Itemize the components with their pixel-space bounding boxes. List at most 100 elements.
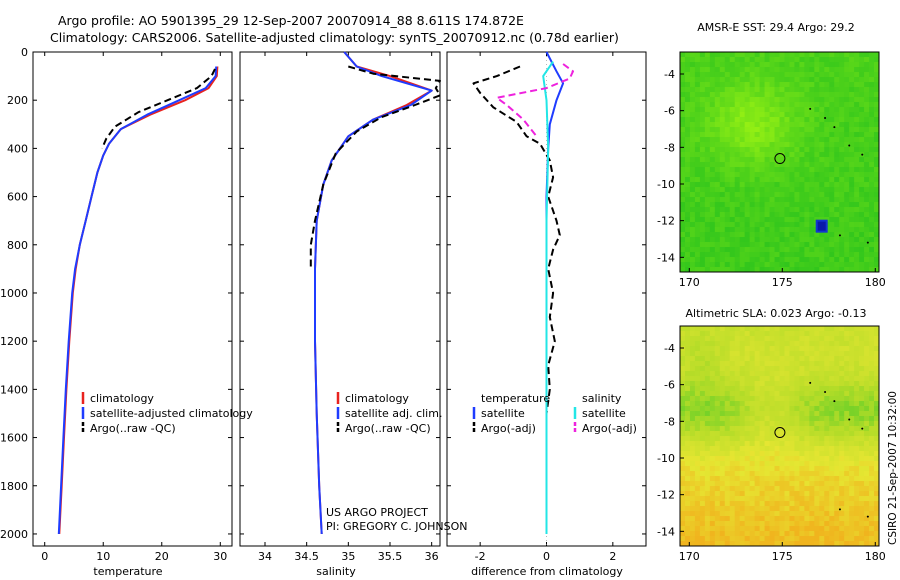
map-cell	[829, 326, 835, 332]
map-cell	[814, 117, 820, 123]
map-cell	[789, 536, 795, 542]
map-cell	[819, 72, 825, 78]
map-cell	[799, 481, 805, 487]
map-cell	[759, 252, 765, 258]
map-cell	[719, 247, 726, 253]
map-cell	[699, 326, 706, 332]
map-cell	[794, 207, 800, 213]
map-cell	[684, 127, 691, 133]
map-cell	[724, 491, 731, 497]
map-cell	[769, 112, 775, 118]
map-cell	[729, 356, 736, 362]
map-cell	[844, 326, 850, 332]
map-cell	[709, 381, 716, 387]
map-cell	[819, 137, 825, 143]
map-cell	[704, 82, 711, 88]
map-cell	[774, 516, 780, 522]
map-cell	[689, 401, 696, 407]
map-cell	[754, 227, 761, 233]
map-cell	[759, 381, 765, 387]
map-cell	[789, 421, 795, 427]
map-cell	[874, 441, 880, 447]
map-cell	[719, 207, 726, 213]
map-cell	[779, 257, 785, 263]
map-cell	[874, 237, 880, 243]
map-cell	[680, 257, 686, 263]
map-cell	[764, 212, 770, 218]
map-cell	[874, 416, 880, 422]
map-cell	[680, 476, 686, 482]
map-cell	[719, 252, 726, 258]
map-cell	[769, 436, 775, 442]
map-cell	[729, 197, 736, 203]
map-cell	[704, 461, 711, 467]
header-line2: Climatology: CARS2006. Satellite-adjuste…	[50, 30, 619, 45]
map-cell	[774, 162, 780, 168]
map-cell	[824, 87, 830, 93]
map-cell	[709, 391, 716, 397]
map-cell	[734, 361, 741, 367]
map-cell	[789, 471, 795, 477]
y-tick-label: 800	[7, 239, 28, 252]
map-cell	[739, 396, 746, 402]
map-cell	[819, 122, 825, 128]
map-cell	[680, 531, 686, 537]
map-cell	[759, 192, 765, 198]
map-cell	[809, 451, 815, 457]
map-cell	[734, 92, 741, 98]
map-cell	[729, 262, 736, 268]
map-cell	[814, 351, 820, 357]
map-cell	[869, 421, 875, 427]
map-cell	[799, 182, 805, 188]
map-cell	[689, 202, 696, 208]
map-cell	[729, 476, 736, 482]
map-cell	[719, 406, 726, 412]
map-cell	[839, 356, 845, 362]
map-cell	[719, 486, 726, 492]
map-cell	[680, 127, 686, 133]
map-cell	[804, 122, 810, 128]
map-cell	[774, 491, 780, 497]
map-cell	[769, 242, 775, 248]
map-cell	[859, 192, 865, 198]
map-cell	[859, 202, 865, 208]
map-cell	[704, 187, 711, 193]
map-cell	[689, 247, 696, 253]
map-cell	[784, 511, 790, 517]
map-cell	[779, 426, 785, 432]
map-cell	[829, 351, 835, 357]
map-cell	[719, 346, 726, 352]
map-cell	[814, 267, 820, 273]
map-cell	[864, 451, 870, 457]
map-cell	[829, 451, 835, 457]
map-cell	[719, 142, 726, 148]
map-cell	[784, 62, 790, 68]
map-cell	[739, 207, 746, 213]
map-cell	[684, 237, 691, 243]
map-cell	[794, 117, 800, 123]
map-cell	[739, 491, 746, 497]
map-cell	[824, 127, 830, 133]
map-cell	[769, 471, 775, 477]
map-cell	[709, 242, 716, 248]
map-cell	[689, 391, 696, 397]
map-cell	[734, 331, 741, 337]
map-cell	[804, 152, 810, 158]
map-cell	[684, 491, 691, 497]
map-cell	[714, 182, 721, 188]
map-cell	[714, 351, 721, 357]
map-cell	[859, 137, 865, 143]
map-cell	[704, 62, 711, 68]
map-cell	[724, 52, 731, 58]
map-cell	[699, 102, 706, 108]
map-cell	[759, 496, 765, 502]
map-cell	[819, 486, 825, 492]
map-cell	[794, 172, 800, 178]
map-cell	[844, 386, 850, 392]
map-cell	[869, 341, 875, 347]
map-cell	[680, 157, 686, 163]
map-cell	[789, 72, 795, 78]
map-cell	[874, 431, 880, 437]
map-cell	[869, 162, 875, 168]
map-cell	[834, 192, 840, 198]
